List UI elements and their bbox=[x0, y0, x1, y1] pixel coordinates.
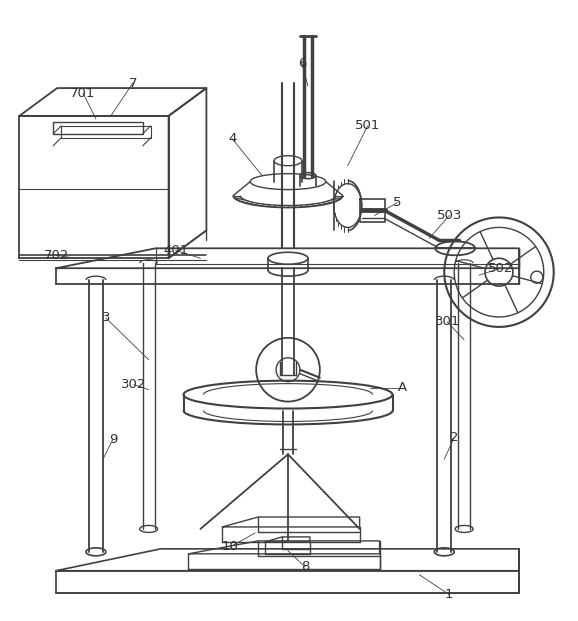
Text: 702: 702 bbox=[43, 249, 69, 262]
Text: 8: 8 bbox=[301, 560, 309, 573]
Text: 5: 5 bbox=[393, 196, 402, 209]
Text: 2: 2 bbox=[450, 431, 458, 444]
Text: 502: 502 bbox=[488, 261, 514, 274]
Text: 4: 4 bbox=[228, 132, 236, 145]
Text: A: A bbox=[398, 381, 407, 394]
Text: 1: 1 bbox=[445, 588, 454, 601]
Text: 501: 501 bbox=[355, 119, 380, 132]
Text: 6: 6 bbox=[298, 57, 306, 70]
Text: 503: 503 bbox=[436, 209, 462, 222]
Text: 9: 9 bbox=[109, 433, 117, 446]
Text: 302: 302 bbox=[121, 378, 146, 391]
Text: 301: 301 bbox=[435, 315, 460, 329]
Bar bbox=[53, 122, 143, 134]
Text: 701: 701 bbox=[71, 86, 96, 99]
Text: 7: 7 bbox=[128, 76, 137, 89]
Text: 10: 10 bbox=[222, 540, 239, 553]
Text: 3: 3 bbox=[102, 312, 110, 324]
Text: 401: 401 bbox=[163, 244, 188, 257]
